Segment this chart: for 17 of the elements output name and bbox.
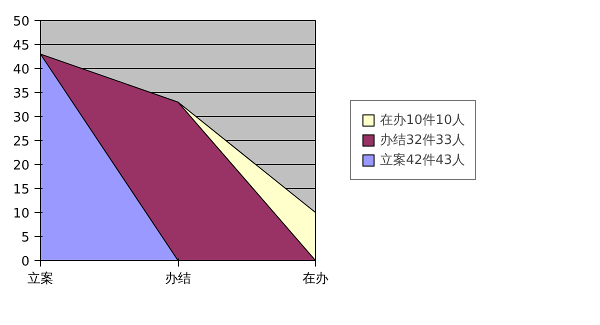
y-tick-label: 35 (12, 86, 30, 102)
y-tick-label: 15 (12, 182, 30, 198)
x-tick-label: 在办 (302, 272, 328, 286)
legend-label: 在办10件10人 (380, 112, 466, 129)
y-tick-label: 45 (12, 38, 30, 54)
y-tick-label: 20 (12, 158, 30, 174)
legend-label: 立案42件43人 (380, 152, 466, 169)
y-tick-label: 0 (21, 254, 30, 270)
y-tick-label: 5 (21, 230, 30, 246)
legend-label: 办结32件33人 (380, 132, 466, 149)
y-tick-label: 30 (12, 110, 30, 126)
y-tick-label: 10 (12, 206, 30, 222)
y-tick-label: 40 (12, 62, 30, 78)
y-tick-label: 50 (12, 14, 30, 30)
y-tick-label: 25 (12, 134, 30, 150)
x-tick-label: 办结 (165, 272, 191, 286)
x-tick-label: 立案 (28, 270, 54, 286)
